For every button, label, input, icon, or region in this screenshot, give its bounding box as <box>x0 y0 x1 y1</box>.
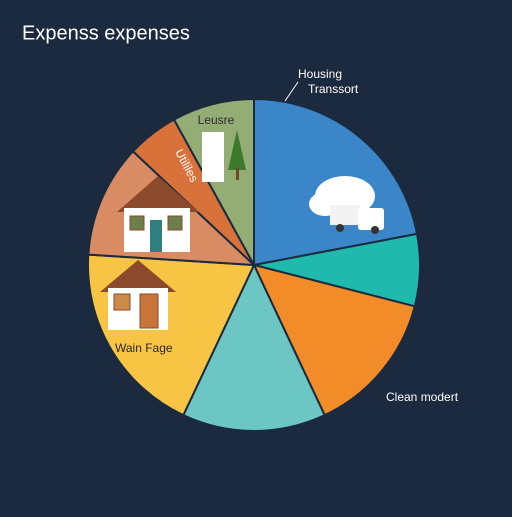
tree <box>228 130 246 170</box>
house-door <box>139 293 159 329</box>
slice-label: Wain Fage <box>115 341 173 355</box>
house-roof <box>100 260 176 292</box>
house-roof <box>117 176 199 212</box>
tree-trunk <box>236 168 239 180</box>
slice-label: Leusre <box>198 113 235 127</box>
pie-slice <box>181 262 327 432</box>
house-window <box>113 293 131 311</box>
truck-wheel <box>336 224 344 232</box>
chart-title: Expenss expenses <box>22 22 190 44</box>
illustrations <box>100 130 384 330</box>
building <box>202 132 224 182</box>
house-window <box>129 215 145 231</box>
house-door <box>150 220 162 252</box>
pie-slice <box>252 263 417 417</box>
slice-label: Clean modert <box>386 390 459 404</box>
slice-label: Transsort <box>308 82 359 96</box>
truck-body <box>330 205 360 225</box>
leader-line <box>284 81 299 102</box>
slice-label: Housing <box>298 67 342 81</box>
truck-cab <box>358 208 384 230</box>
truck-wheel <box>371 226 379 234</box>
house-window <box>167 215 183 231</box>
